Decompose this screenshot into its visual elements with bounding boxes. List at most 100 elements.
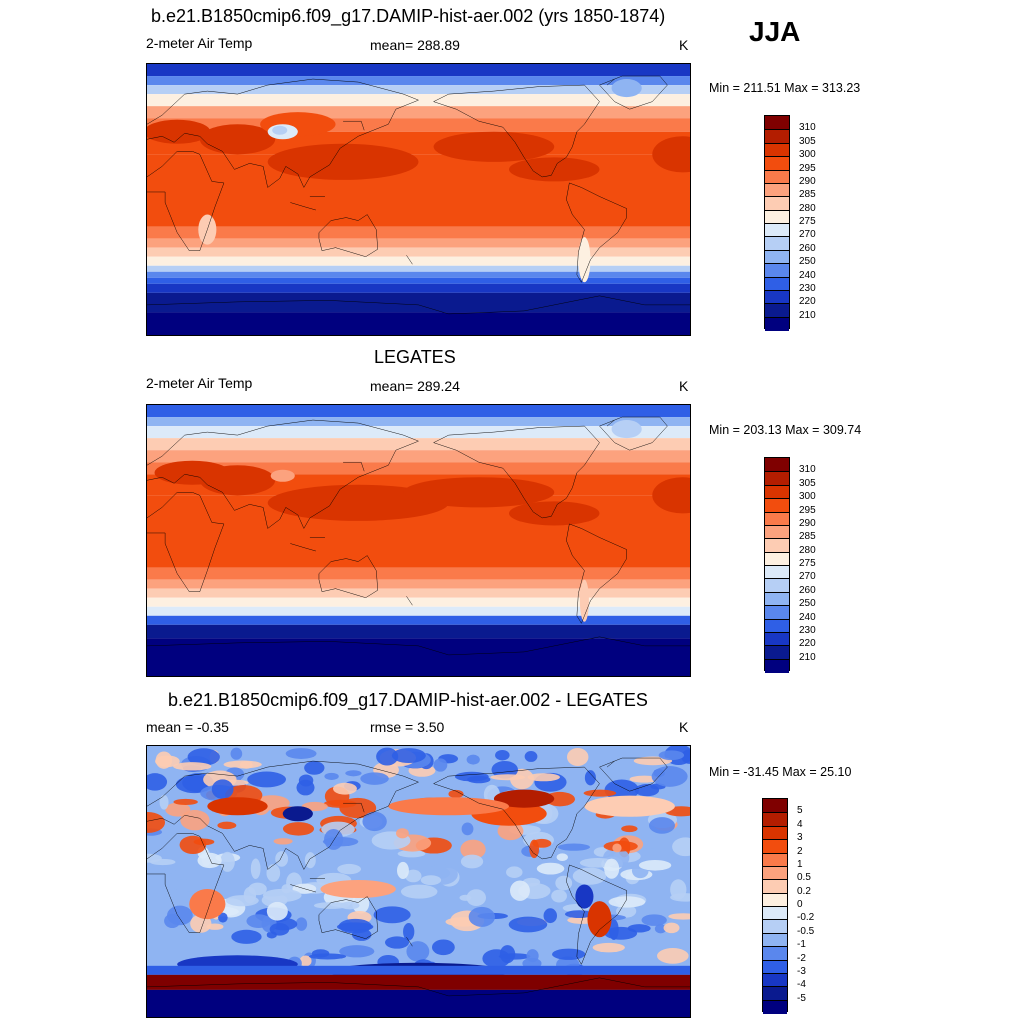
coastline bbox=[600, 76, 668, 109]
colorbar-swatch bbox=[763, 879, 787, 894]
difference-blob bbox=[604, 858, 620, 879]
difference-blob bbox=[313, 902, 350, 909]
temperature-band bbox=[147, 579, 690, 589]
difference-blob bbox=[556, 853, 568, 862]
difference-blob bbox=[147, 773, 168, 791]
cool-region bbox=[270, 469, 295, 482]
colorbar-tick-label: 0.5 bbox=[797, 872, 811, 884]
colorbar-tick-label: 310 bbox=[799, 464, 816, 476]
difference-blob bbox=[526, 949, 539, 963]
coastline bbox=[290, 79, 614, 264]
difference-blob bbox=[468, 906, 496, 927]
colorbar-swatch bbox=[765, 156, 789, 170]
difference-blob bbox=[164, 913, 181, 929]
colorbar-swatch bbox=[765, 645, 789, 660]
colorbar-separator bbox=[765, 578, 789, 580]
difference-blob bbox=[304, 761, 325, 775]
colorbar-swatch bbox=[765, 263, 789, 277]
difference-blob bbox=[627, 924, 651, 933]
colorbar-separator bbox=[763, 812, 787, 814]
colorbar-tick-label: 290 bbox=[799, 175, 816, 187]
panel-2-units: K bbox=[679, 378, 689, 394]
colorbar-tick-label: 270 bbox=[799, 571, 816, 583]
difference-blob bbox=[510, 880, 530, 901]
colorbar-tick-label: 280 bbox=[799, 202, 816, 214]
difference-blob bbox=[592, 942, 625, 953]
colorbar-swatch bbox=[765, 316, 789, 331]
difference-blob bbox=[527, 773, 560, 782]
difference-blob bbox=[609, 919, 619, 941]
difference-blob bbox=[165, 802, 191, 817]
colorbar-tick-label: 260 bbox=[799, 584, 816, 596]
colorbar-tick-label: 210 bbox=[799, 309, 816, 321]
temperature-band bbox=[147, 597, 690, 607]
colorbar-separator bbox=[765, 524, 789, 526]
colorbar-separator bbox=[765, 511, 789, 513]
colorbar-tick-label: 250 bbox=[799, 598, 816, 610]
colorbar-swatch bbox=[765, 223, 789, 237]
colorbar-separator bbox=[765, 645, 789, 647]
difference-blob bbox=[180, 809, 210, 831]
difference-blob bbox=[583, 789, 617, 797]
coastline bbox=[147, 833, 224, 932]
panel-2-mean-label: mean= 289.24 bbox=[370, 378, 460, 394]
panel-3-map bbox=[146, 745, 691, 1018]
temperature-band bbox=[147, 624, 690, 639]
colorbar-separator bbox=[763, 892, 787, 894]
temperature-band bbox=[147, 226, 690, 239]
colorbar-swatch bbox=[763, 946, 787, 960]
colorbar-swatch bbox=[765, 578, 789, 593]
difference-blob bbox=[266, 901, 288, 921]
difference-blob bbox=[362, 811, 387, 832]
difference-blob bbox=[495, 749, 510, 761]
temperature-band bbox=[147, 265, 690, 272]
colorbar-tick-label: -5 bbox=[797, 992, 806, 1004]
difference-blob bbox=[551, 889, 567, 903]
colorbar-separator bbox=[765, 498, 789, 500]
panel-3-units: K bbox=[679, 719, 689, 735]
panel-3-rmse-label: rmse = 3.50 bbox=[370, 719, 445, 735]
coastline bbox=[290, 761, 614, 946]
difference-blob bbox=[296, 779, 315, 796]
colorbar-separator bbox=[763, 879, 787, 881]
difference-blob bbox=[173, 798, 198, 806]
colorbar-swatch bbox=[765, 236, 789, 251]
coastline bbox=[600, 417, 668, 450]
difference-blob bbox=[336, 922, 374, 932]
colorbar-tick-label: 300 bbox=[799, 149, 816, 161]
colorbar-swatch bbox=[763, 932, 787, 947]
difference-blob bbox=[552, 948, 586, 960]
colorbar-tick-label: 0.2 bbox=[797, 885, 811, 897]
panel-2-map bbox=[146, 404, 691, 677]
coastline bbox=[600, 758, 668, 791]
colorbar-swatch bbox=[763, 812, 787, 827]
season-label: JJA bbox=[749, 16, 801, 47]
difference-blob bbox=[333, 782, 357, 795]
difference-blob bbox=[295, 917, 308, 931]
colorbar-swatch bbox=[765, 303, 789, 318]
colorbar-separator bbox=[765, 605, 789, 607]
difference-blob bbox=[584, 770, 596, 786]
colorbar-swatch bbox=[763, 919, 787, 934]
panel-2-minmax: Min = 203.13 Max = 309.74 bbox=[709, 423, 862, 437]
temperature-band bbox=[147, 438, 690, 451]
greenland-cold-patch bbox=[611, 420, 642, 439]
colorbar-separator bbox=[763, 919, 787, 921]
difference-blob bbox=[197, 852, 222, 869]
colorbar-swatch bbox=[765, 249, 789, 264]
colorbar-tick-label: 230 bbox=[799, 282, 816, 294]
panel-1-variable-label: 2-meter Air Temp bbox=[146, 35, 253, 51]
colorbar-tick-label: 230 bbox=[799, 624, 816, 636]
colorbar-separator bbox=[763, 865, 787, 867]
difference-blob bbox=[324, 772, 339, 780]
colorbar-tick-label: 210 bbox=[799, 651, 816, 663]
temperature-band bbox=[147, 277, 690, 284]
difference-blob bbox=[532, 838, 552, 848]
colorbar-swatch bbox=[765, 471, 789, 486]
colorbar-separator bbox=[765, 591, 789, 593]
colorbar-swatch bbox=[765, 538, 789, 553]
difference-blob bbox=[373, 906, 411, 924]
difference-band bbox=[147, 989, 690, 1017]
colorbar-separator bbox=[765, 631, 789, 633]
difference-blob bbox=[641, 914, 667, 926]
